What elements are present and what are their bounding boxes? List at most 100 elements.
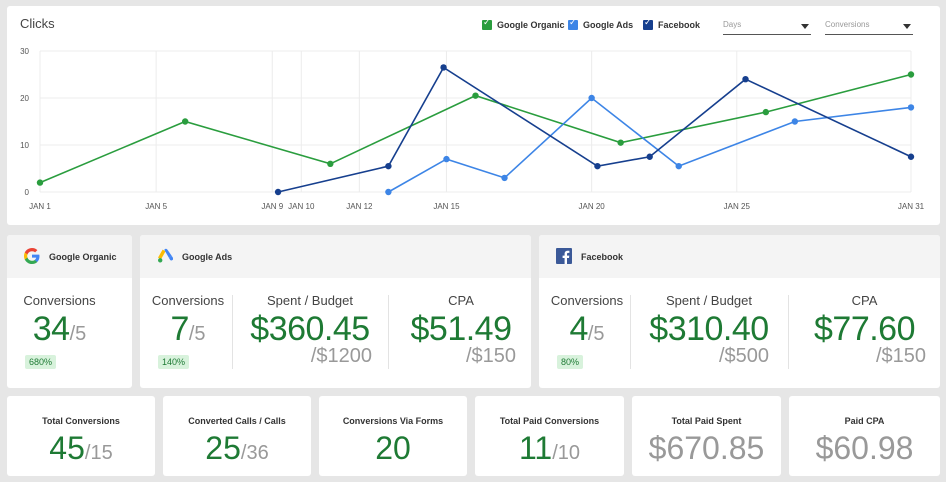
metric-label: Spent / Budget — [665, 293, 752, 308]
metric-select[interactable]: Conversions — [825, 20, 913, 35]
metric-goal: /$150 — [875, 345, 926, 367]
spent-budget-metric: Spent / Budget $360.45 /$1200 — [240, 293, 380, 368]
total-label: Total Paid Spent — [671, 416, 742, 426]
card-header: Google Organic — [7, 235, 132, 278]
metric-label: Conversions — [550, 293, 624, 308]
facebook-card: Facebook Conversions 4/5 80% Spent / Bud… — [539, 235, 940, 388]
total-value: $670.85 — [648, 430, 765, 466]
metric-value: $51.49 — [410, 310, 513, 348]
days-select[interactable]: Days — [723, 20, 811, 35]
data-point — [617, 139, 624, 146]
total-label: Conversions Via Forms — [342, 416, 444, 426]
metric-goal: /$1200 — [310, 345, 372, 367]
converted-calls-card: Converted Calls / Calls 25/36 — [163, 396, 311, 476]
paid-cpa-card: Paid CPA $60.98 — [789, 396, 940, 476]
metric-label: Conversions — [23, 293, 96, 308]
total-paid-conversions-card: Total Paid Conversions 11/10 — [475, 396, 624, 476]
metric-value: 4 — [569, 310, 588, 348]
data-point — [791, 118, 799, 125]
metric-label: CPA — [448, 293, 474, 308]
data-point — [36, 179, 44, 186]
cpa-metric: CPA $51.49 /$150 — [396, 293, 526, 368]
x-tick-label: JAN 20 — [579, 202, 606, 211]
conversions-metric: Conversions 4/5 — [547, 293, 627, 349]
divider — [388, 295, 389, 369]
metric-label: Conversions — [151, 293, 225, 308]
metric-value: 34 — [32, 310, 70, 348]
series-line — [39, 73, 912, 184]
clicks-chart-panel: Clicks Google Organic Google Ads Faceboo… — [7, 6, 940, 225]
card-header: Google Ads — [140, 235, 531, 278]
checkbox-icon[interactable] — [568, 18, 578, 30]
google-logo-icon — [24, 248, 40, 264]
percent-badge: 80% — [557, 355, 584, 369]
metric-value: $77.60 — [814, 310, 916, 348]
legend-label: Facebook — [658, 20, 701, 30]
total-label: Paid CPA — [844, 416, 885, 426]
total-goal: /15 — [84, 442, 113, 464]
legend-label: Google Organic — [497, 20, 565, 30]
metric-label: Spent / Budget — [266, 293, 353, 308]
total-label: Converted Calls / Calls — [188, 416, 286, 426]
google-organic-card: Google Organic Conversions 34/5 680% — [7, 235, 132, 388]
metric-select-value: Conversions — [825, 20, 870, 29]
data-point — [594, 162, 601, 170]
total-goal: /36 — [240, 442, 269, 464]
card-title: Facebook — [581, 252, 624, 262]
data-point — [762, 108, 770, 116]
total-label: Total Conversions — [42, 416, 120, 426]
metric-goal: /5 — [69, 323, 87, 345]
data-point — [385, 188, 392, 196]
data-point — [646, 153, 653, 160]
total-paid-spent-card: Total Paid Spent $670.85 — [632, 396, 781, 476]
total-value: 20 — [375, 430, 411, 466]
x-tick-label: JAN 25 — [724, 202, 751, 211]
spent-budget-metric: Spent / Budget $310.40 /$500 — [639, 293, 779, 368]
data-point — [327, 160, 334, 167]
days-select-value: Days — [723, 20, 742, 29]
data-point — [501, 174, 508, 182]
metric-value: $360.45 — [250, 310, 370, 348]
x-tick-label: JAN 5 — [145, 202, 167, 211]
chevron-down-icon — [903, 24, 911, 29]
y-tick-label: 0 — [25, 188, 30, 197]
legend-google-ads[interactable]: Google Ads — [568, 18, 633, 30]
data-point — [472, 92, 479, 99]
card-title: Google Ads — [182, 252, 233, 262]
y-tick-label: 20 — [20, 94, 29, 103]
checkbox-icon[interactable] — [643, 18, 653, 30]
percent-badge: 680% — [25, 355, 57, 369]
total-goal: /10 — [552, 442, 581, 464]
cpa-metric: CPA $77.60 /$150 — [797, 293, 932, 368]
conversions-metric: Conversions 34/5 — [7, 293, 112, 349]
data-point — [588, 94, 595, 102]
divider — [788, 295, 789, 369]
data-point — [907, 153, 915, 160]
x-tick-label: JAN 1 — [29, 202, 51, 211]
total-label: Total Paid Conversions — [499, 416, 600, 426]
facebook-logo-icon — [556, 248, 572, 264]
divider — [630, 295, 631, 369]
metric-value: 7 — [170, 310, 189, 348]
x-tick-label: JAN 10 — [288, 202, 315, 211]
data-point — [675, 162, 682, 170]
data-point — [907, 71, 915, 78]
chevron-down-icon — [801, 24, 809, 29]
x-tick-label: JAN 9 — [261, 202, 283, 211]
x-tick-label: JAN 15 — [433, 202, 460, 211]
legend-google-organic[interactable]: Google Organic — [482, 18, 565, 30]
data-point — [440, 64, 447, 71]
card-title: Google Organic — [49, 252, 117, 262]
total-value: 25 — [205, 430, 241, 466]
y-tick-label: 10 — [20, 141, 29, 150]
data-point — [443, 155, 450, 163]
divider — [232, 295, 233, 369]
data-point — [907, 104, 915, 111]
legend-facebook[interactable]: Facebook — [643, 18, 701, 30]
data-point — [742, 76, 749, 83]
metric-goal: /$500 — [718, 345, 769, 367]
metric-value: $310.40 — [649, 310, 769, 348]
data-point — [385, 162, 392, 170]
checkbox-icon[interactable] — [482, 18, 492, 30]
line-chart: JAN 1 JAN 5 JAN 9 JAN 10 JAN 12 JAN 15 JAN 20 J… — [20, 47, 925, 211]
